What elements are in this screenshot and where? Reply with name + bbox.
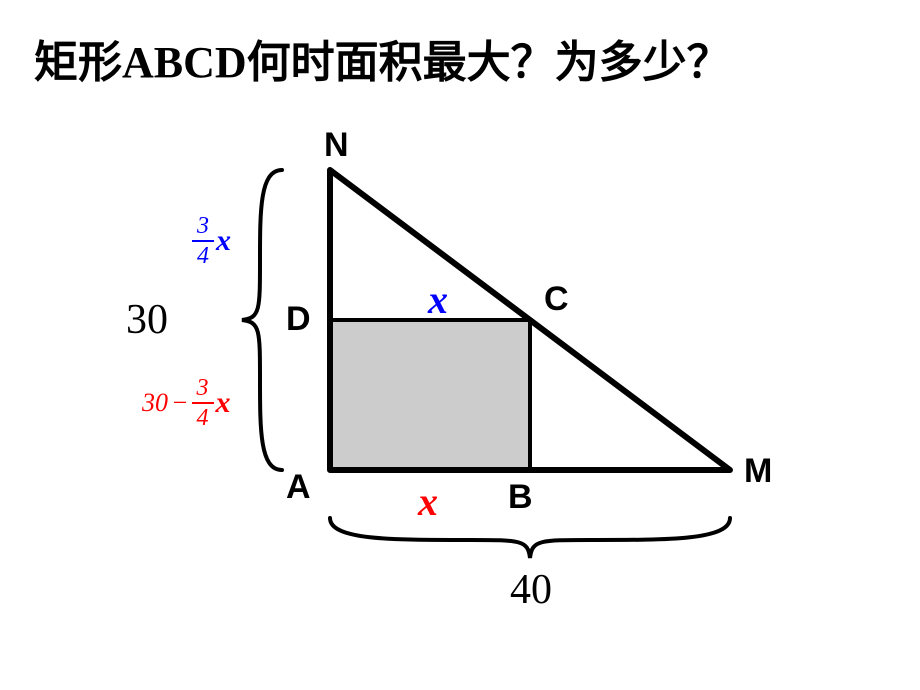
lower-minus: − (168, 390, 192, 416)
upper-fraction-label: 3 4 x (192, 214, 231, 268)
upper-frac-num: 3 (197, 214, 209, 238)
lower-30: 30 (142, 390, 168, 416)
upper-frac-x: x (214, 226, 231, 256)
question-title: 矩形ABCD何时面积最大？为多少？ (34, 26, 731, 90)
lower-frac-num: 3 (197, 376, 209, 400)
point-d-label: D (286, 300, 311, 339)
point-a-label: A (286, 468, 311, 507)
height-30-label: 30 (126, 296, 168, 344)
lower-expression-label: 30 − 3 4 x (142, 376, 231, 430)
base-40-label: 40 (510, 566, 552, 614)
lower-frac-x: x (214, 388, 231, 418)
point-m-label: M (744, 452, 772, 491)
upper-frac-bar (192, 240, 214, 242)
x-top-label: x (428, 276, 448, 323)
x-bottom-label: x (418, 478, 438, 525)
upper-frac-den: 4 (197, 244, 209, 268)
point-c-label: C (544, 280, 569, 319)
point-n-label: N (324, 126, 349, 165)
rectangle-abcd (330, 320, 530, 470)
brace-bottom-40 (330, 518, 730, 558)
brace-left-30 (242, 170, 282, 470)
lower-frac-den: 4 (197, 406, 209, 430)
point-b-label: B (508, 478, 533, 517)
lower-frac-bar (192, 402, 214, 404)
